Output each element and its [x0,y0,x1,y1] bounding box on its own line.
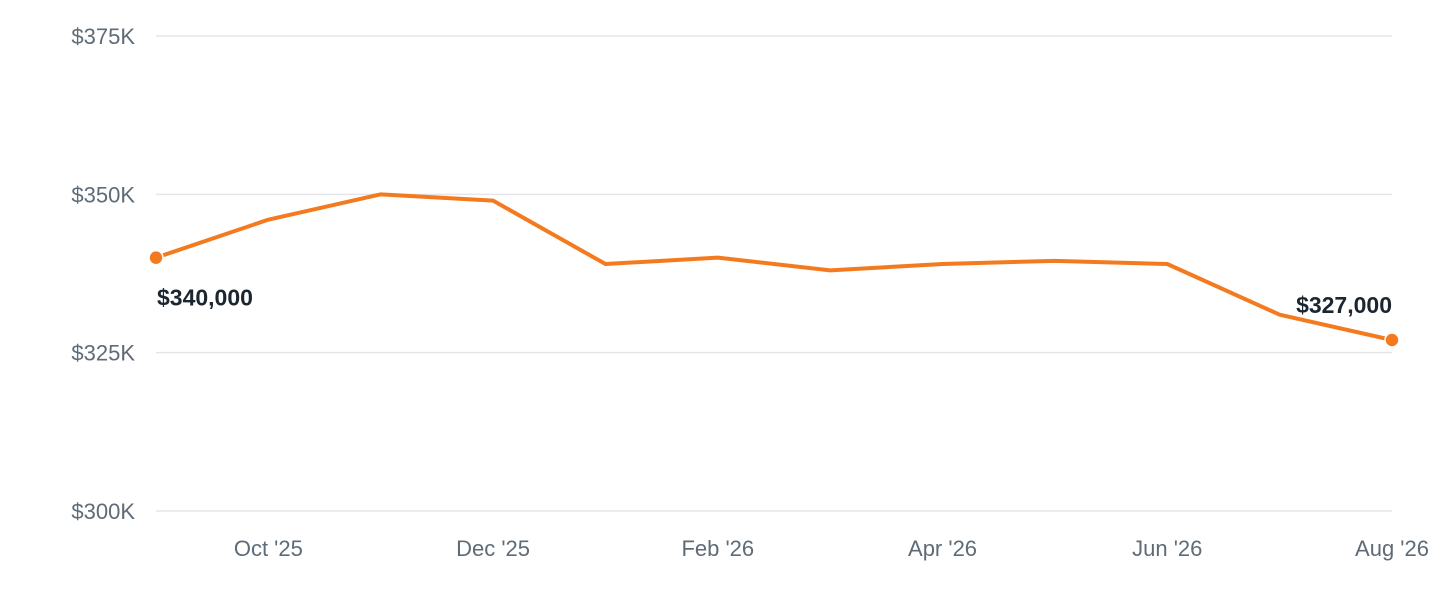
x-tick-label: Oct '25 [234,536,303,561]
x-tick-label: Apr '26 [908,536,977,561]
x-tick-label: Dec '25 [456,536,530,561]
y-axis-tick-labels: $375K $350K $325K $300K [71,24,135,524]
x-tick-label: Feb '26 [681,536,754,561]
series-layer [154,192,1394,342]
y-tick-label: $300K [71,499,135,524]
y-tick-label: $350K [71,182,135,207]
x-tick-label: Aug '26 [1355,536,1429,561]
endpoint-marker [148,249,164,266]
y-tick-label: $375K [71,24,135,49]
x-tick-label: Jun '26 [1132,536,1202,561]
endpoint-value-label: $340,000 [157,285,253,311]
y-tick-label: $325K [71,341,135,366]
endpoint-value-label: $327,000 [1296,292,1392,318]
series-line [154,192,1394,342]
grid-lines [156,35,1392,512]
x-axis-tick-labels: Oct '25 Dec '25 Feb '26 Apr '26 Jun '26 Aug '… [234,536,1429,561]
endpoint-annotations: $340,000 $327,000 [148,249,1400,348]
endpoint-marker [1384,332,1400,348]
